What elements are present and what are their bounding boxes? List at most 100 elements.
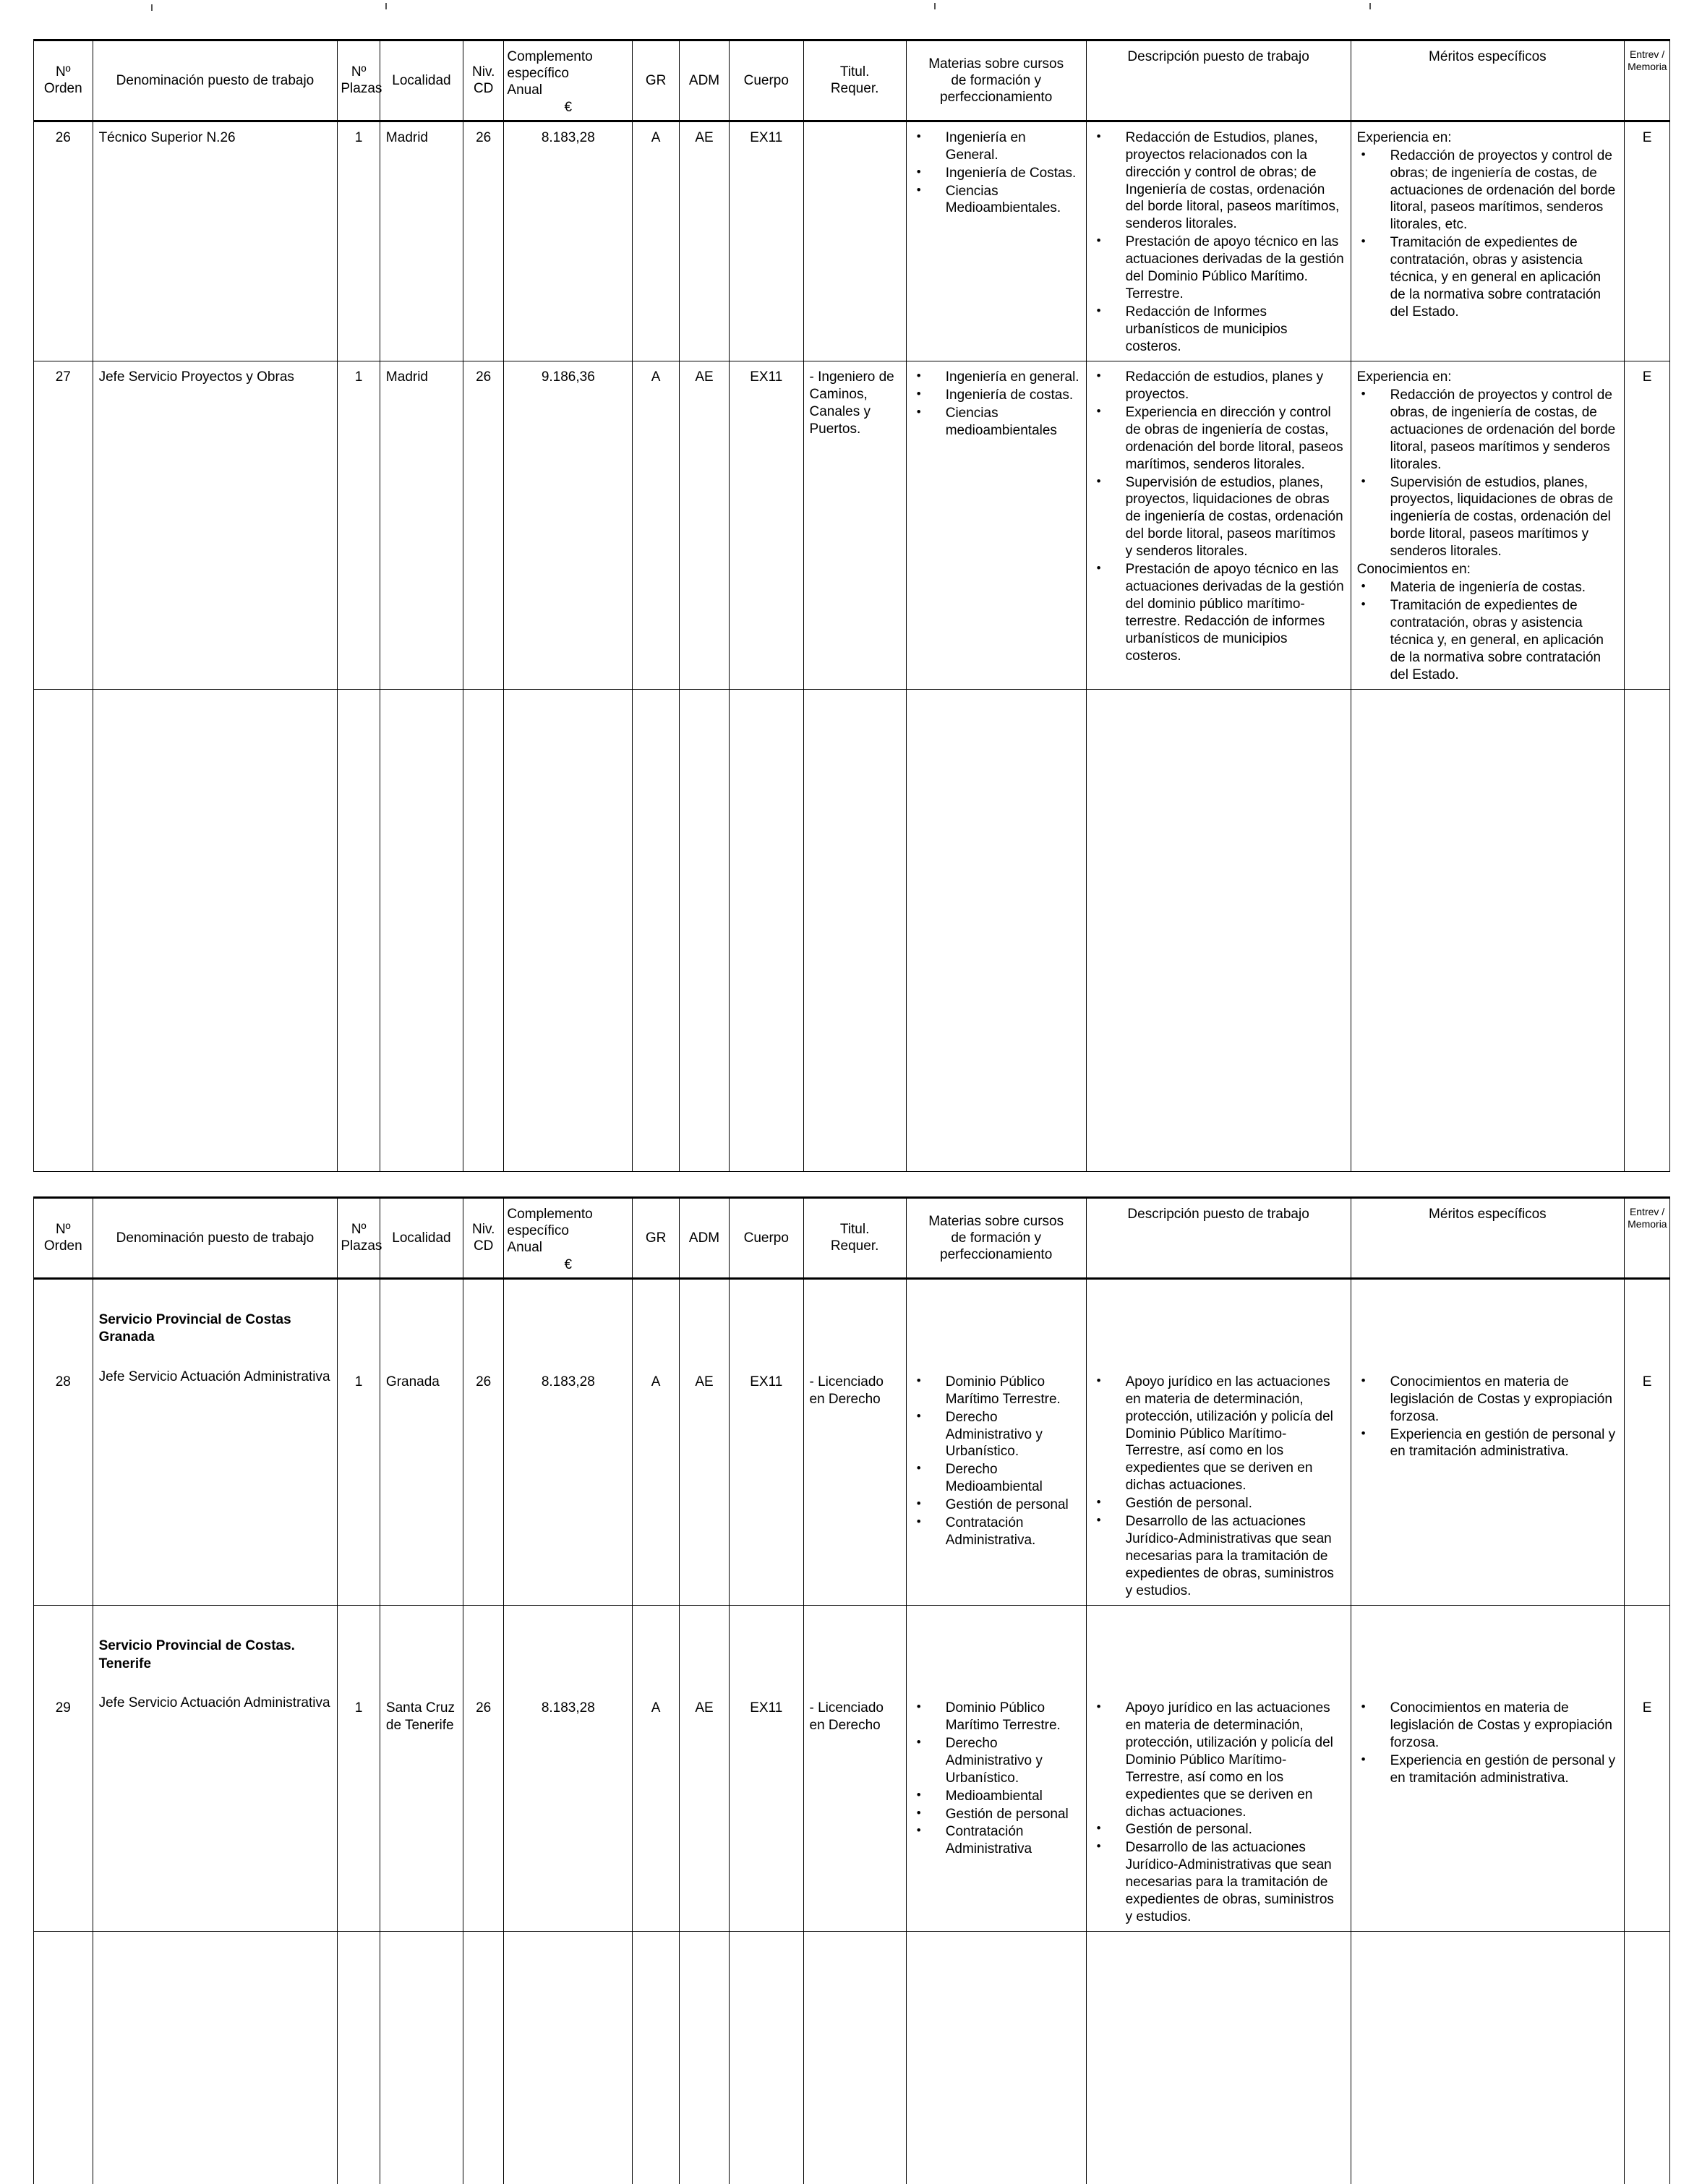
cell-descripcion: Apoyo jurídico en las actuaciones en mat…	[1085, 1604, 1351, 1932]
cell-n-plazas: 1	[337, 120, 380, 361]
bullet-item: Prestación de apoyo técnico en las actua…	[1092, 233, 1345, 303]
block-lead: Conocimientos en:	[1356, 562, 1471, 578]
bullet-item: Desarrollo de las actuaciones Jurídico-A…	[1092, 1512, 1345, 1600]
puestos-table-2: Nº Orden Denominación puesto de trabajo …	[33, 1196, 1670, 2184]
cell-adm: AE	[679, 120, 730, 361]
col-header-n-plazas: Nº Plazas	[337, 1196, 382, 1280]
col-header-n-orden: Nº Orden	[33, 39, 93, 122]
bullet-item: Redacción de proyectos y control de obra…	[1357, 147, 1619, 234]
table-filler-row	[33, 1931, 1670, 2184]
col-header-adm: ADM	[679, 39, 730, 122]
bullet-item: Tramitación de expedientes de contrataci…	[1357, 596, 1619, 684]
col-header-gr: GR	[632, 1196, 680, 1280]
cell-niv-cd: 26	[462, 120, 505, 361]
cell-n-plazas: 1	[337, 1277, 380, 1606]
bullet-item: Experiencia en dirección y control de ob…	[1092, 403, 1345, 474]
col-header-n-orden: Nº Orden	[33, 1196, 93, 1280]
bullet-item: Dominio Público Marítimo Terrestre.	[912, 1373, 1080, 1408]
bullet-item: Derecho Administrativo y Urbanístico.	[912, 1734, 1080, 1787]
col-header-titul-requer: Titul. Requer.	[803, 1196, 907, 1280]
cell-entrev-memoria: E	[1624, 360, 1670, 690]
col-header-niv-cd: Niv. CD	[462, 39, 505, 122]
col-header-gr: GR	[632, 39, 680, 122]
cell-denominacion: Jefe Servicio Proyectos y Obras	[92, 360, 338, 690]
table-row: 28 Servicio Provincial de Costas Granada…	[33, 1277, 1670, 1606]
cell-materias: Dominio Público Marítimo Terrestre.Derec…	[905, 1604, 1087, 1932]
bullet-item: Desarrollo de las actuaciones Jurídico-A…	[1092, 1838, 1345, 1926]
bullet-item: Experiencia en gestión de personal y en …	[1357, 1752, 1619, 1787]
bullet-list: Redacción de estudios, planes y proyecto…	[1092, 368, 1345, 665]
bullet-list: Conocimientos en materia de legislación …	[1357, 1699, 1619, 1787]
cell-complemento: 9.186,36	[503, 360, 633, 690]
bullet-item: Ciencias Medioambientales.	[912, 182, 1080, 218]
bullet-item: Gestión de personal	[912, 1805, 1080, 1823]
bullet-list: Conocimientos en materia de legislación …	[1357, 1373, 1619, 1461]
block-lead: Experiencia en:	[1356, 129, 1452, 145]
bullet-list: Apoyo jurídico en las actuaciones en mat…	[1092, 1699, 1345, 1926]
table-row: 27 Jefe Servicio Proyectos y Obras 1 Mad…	[33, 360, 1670, 690]
bullet-item: Conocimientos en materia de legislación …	[1357, 1699, 1619, 1752]
cell-cuerpo: EX11	[729, 1604, 804, 1932]
table-filler-row	[33, 688, 1670, 1172]
cell-n-orden: 29	[33, 1604, 93, 1932]
table-body: 28 Servicio Provincial de Costas Granada…	[33, 1277, 1670, 2184]
bullet-item: Contratación Administrativa	[912, 1823, 1080, 1858]
table-body: 26 Técnico Superior N.26 1 Madrid 26 8.1…	[33, 120, 1670, 1172]
table-row: 26 Técnico Superior N.26 1 Madrid 26 8.1…	[33, 120, 1670, 361]
bullet-item: Redacción de Informes urbanísticos de mu…	[1092, 303, 1345, 356]
bullet-item: Gestión de personal.	[1092, 1494, 1345, 1512]
cell-localidad: Granada	[379, 1277, 463, 1606]
puestos-table-1: Nº Orden Denominación puesto de trabajo …	[33, 39, 1670, 1172]
scan-tick	[151, 4, 153, 11]
requisito-line: - Licenciado en Derecho	[809, 1700, 884, 1733]
cell-entrev-memoria: E	[1624, 1604, 1670, 1932]
bullet-list: Redacción de Estudios, planes, proyectos…	[1092, 129, 1345, 356]
bullet-list: Apoyo jurídico en las actuaciones en mat…	[1092, 1373, 1345, 1600]
col-header-meritos: Méritos específicos	[1350, 1196, 1625, 1280]
bullet-item: Materia de ingeniería de costas.	[1357, 578, 1619, 596]
bullet-list: Redacción de proyectos y control de obra…	[1357, 386, 1619, 560]
col-header-entrev-memoria: Entrev / Memoria	[1624, 1196, 1670, 1280]
cell-titul-requer: - Ingeniero de Caminos, Canales y Puerto…	[803, 360, 907, 690]
bullet-list: Redacción de proyectos y control de obra…	[1357, 147, 1619, 321]
col-header-adm: ADM	[679, 1196, 730, 1280]
bullet-item: Conocimientos en materia de legislación …	[1357, 1373, 1619, 1426]
bullet-item: Ingeniería de Costas.	[912, 164, 1080, 182]
cell-adm: AE	[679, 360, 730, 690]
cell-titul-requer	[803, 120, 907, 361]
col-header-entrev-memoria: Entrev / Memoria	[1624, 39, 1670, 122]
requisito-line: - Ingeniero de Caminos, Canales y Puerto…	[809, 369, 894, 437]
cell-descripcion: Redacción de estudios, planes y proyecto…	[1085, 360, 1351, 690]
bullet-item: Redacción de Estudios, planes, proyectos…	[1092, 129, 1345, 234]
cell-gr: A	[632, 120, 680, 361]
cell-materias: Ingeniería en General.Ingeniería de Cost…	[905, 120, 1087, 361]
cell-meritos: Experiencia en:Redacción de proyectos y …	[1350, 360, 1625, 690]
bullet-item: Prestación de apoyo técnico en las actua…	[1092, 560, 1345, 665]
cell-cuerpo: EX11	[729, 360, 804, 690]
bullet-list: Ingeniería en General.Ingeniería de Cost…	[912, 129, 1080, 218]
denominacion-text: Jefe Servicio Actuación Administrativa	[98, 1695, 330, 1711]
bullet-item: Derecho Medioambiental	[912, 1460, 1080, 1496]
bullet-item: Ciencias medioambientales	[912, 404, 1080, 440]
scan-tick	[385, 3, 387, 9]
cell-gr: A	[632, 360, 680, 690]
cell-n-orden: 28	[33, 1277, 93, 1606]
bullet-item: Dominio Público Marítimo Terrestre.	[912, 1699, 1080, 1734]
bullet-item: Gestión de personal	[912, 1496, 1080, 1514]
col-header-cuerpo: Cuerpo	[729, 39, 804, 122]
table-header-row: Nº Orden Denominación puesto de trabajo …	[33, 1196, 1670, 1280]
bullet-item: Redacción de proyectos y control de obra…	[1357, 386, 1619, 474]
col-header-niv-cd: Niv. CD	[462, 1196, 505, 1280]
col-header-denominacion: Denominación puesto de trabajo	[92, 1196, 338, 1280]
cell-titul-requer: - Licenciado en Derecho	[803, 1604, 907, 1932]
cell-materias: Ingeniería en general.Ingeniería de cost…	[905, 360, 1087, 690]
cell-denominacion: Técnico Superior N.26	[92, 120, 338, 361]
bullet-item: Apoyo jurídico en las actuaciones en mat…	[1092, 1373, 1345, 1495]
cell-entrev-memoria: E	[1624, 120, 1670, 361]
cell-titul-requer: - Licenciado en Derecho	[803, 1277, 907, 1606]
block-lead: Experiencia en:	[1356, 369, 1452, 385]
col-header-materias: Materias sobre cursos de formación y per…	[905, 39, 1087, 122]
col-header-complemento: Complemento específico Anual €	[503, 39, 633, 122]
cell-n-orden: 26	[33, 120, 93, 361]
cell-complemento: 8.183,28	[503, 1277, 633, 1606]
